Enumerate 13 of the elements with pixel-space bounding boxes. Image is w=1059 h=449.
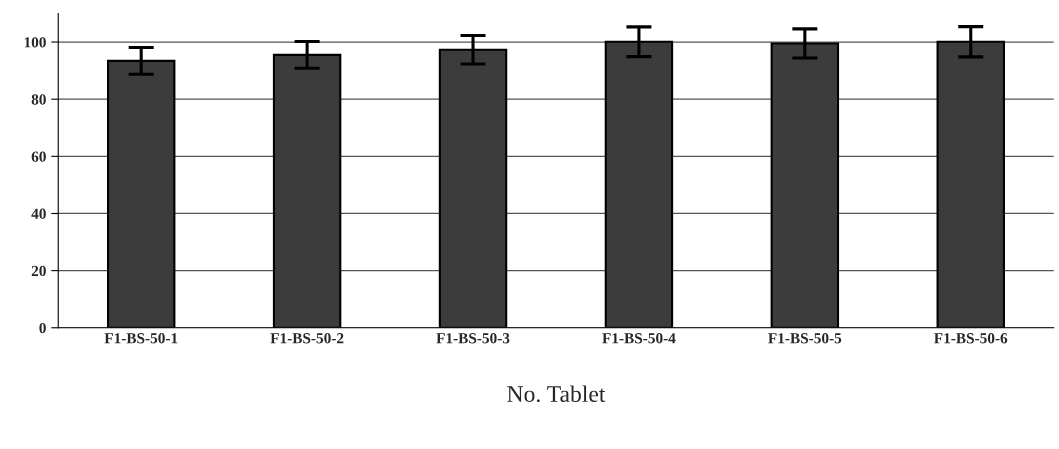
x-tick-label: F1-BS-50-4 <box>602 333 676 344</box>
x-tick-label: F1-BS-50-3 <box>436 333 510 344</box>
y-tick-label: 80 <box>31 94 46 105</box>
x-tick-label: F1-BS-50-2 <box>270 333 344 344</box>
x-axis-title: No. Tablet <box>507 385 606 403</box>
y-tick-label: 100 <box>24 37 46 48</box>
y-tick-label: 40 <box>31 208 46 219</box>
y-tick-label: 60 <box>31 151 46 162</box>
x-tick-label: F1-BS-50-5 <box>768 333 842 344</box>
x-tick-label: F1-BS-50-1 <box>104 333 178 344</box>
x-tick-label: F1-BS-50-6 <box>934 333 1008 344</box>
y-tick-label: 20 <box>31 265 46 277</box>
y-tick-label: 0 <box>39 322 46 334</box>
